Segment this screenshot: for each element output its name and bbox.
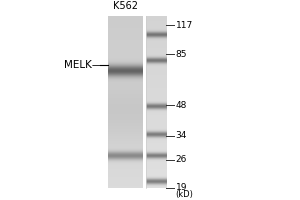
Text: K562: K562 [113, 1, 138, 11]
Text: 117: 117 [176, 21, 193, 30]
Text: (kD): (kD) [176, 190, 194, 199]
Text: MELK—: MELK— [64, 60, 102, 70]
Text: 34: 34 [176, 131, 187, 140]
Text: 85: 85 [176, 50, 187, 59]
Text: 19: 19 [176, 183, 187, 192]
Text: 26: 26 [176, 155, 187, 164]
Text: 48: 48 [176, 101, 187, 110]
